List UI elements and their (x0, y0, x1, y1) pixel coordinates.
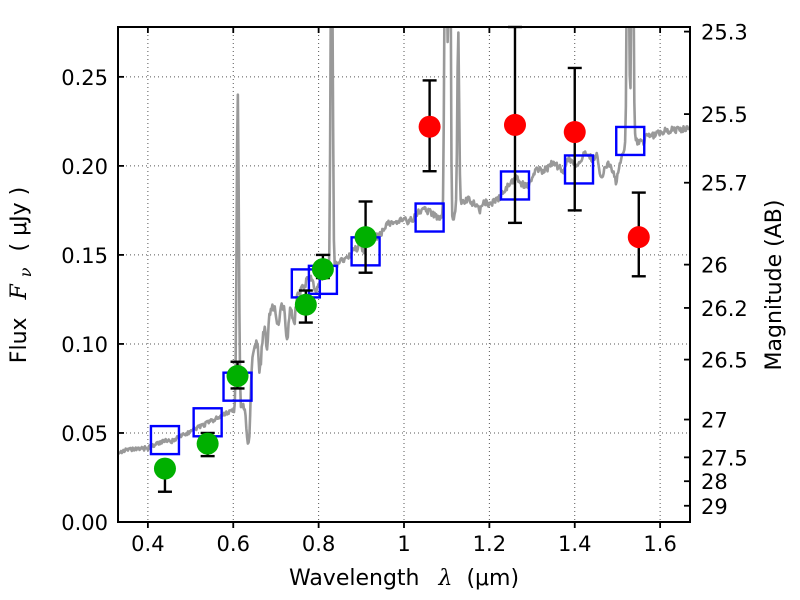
y-axis-title: Flux F ν ( μJy ) (7, 187, 37, 363)
y2-tick-label: 27.5 (701, 446, 748, 470)
observed-circle-marker (311, 258, 334, 281)
model-square-marker (563, 154, 595, 185)
x-tick-label: 1.6 (643, 532, 676, 556)
nir-circle-marker (503, 113, 526, 136)
y2-tick-label: 25.3 (701, 21, 748, 45)
y-axis-title-text: Flux F ν ( μJy ) (7, 187, 37, 363)
model-square-marker (615, 125, 646, 157)
x-axis-title-text: Wavelength λ (μm) (289, 566, 519, 591)
y-tick-label: 0.15 (61, 244, 108, 268)
y-tick-label: 0.00 (61, 511, 108, 535)
nir-circle-marker (627, 226, 650, 249)
y2-tick-label: 27 (701, 409, 728, 433)
gridlines (118, 27, 690, 522)
observed-circle-marker (153, 457, 176, 480)
observed-circle-marker (354, 226, 377, 249)
axis-ticks (118, 27, 690, 528)
y2-tick-label: 26.2 (701, 297, 748, 321)
x-tick-label: 1.2 (473, 532, 506, 556)
y2-axis-title: Magnitude (AB) (762, 200, 787, 371)
x-title-units: (μm) (466, 566, 519, 591)
observed-circle-marker (196, 432, 219, 455)
y-tick-label: 0.05 (61, 422, 108, 446)
spectrum-path (118, 27, 690, 455)
nir-circle-marker (563, 121, 586, 144)
y-axis-tick-labels: 0.00 0.05 0.10 0.15 0.20 0.25 (61, 66, 108, 535)
observed-circle-marker (294, 293, 317, 316)
y-tick-label: 0.25 (61, 66, 108, 90)
x-tick-label: 0.8 (302, 532, 335, 556)
x-tick-label: 0.6 (217, 532, 250, 556)
x-tick-label: 1.4 (558, 532, 591, 556)
x-title-word: Wavelength (289, 566, 420, 591)
nir-photometry-markers (418, 25, 650, 278)
x-title-lambda: λ (437, 566, 452, 591)
x-tick-label: 1 (397, 532, 410, 556)
y2-tick-label: 26 (701, 254, 728, 278)
y2-tick-label: 29 (701, 495, 728, 519)
y2-tick-label: 26.5 (701, 349, 748, 373)
y-tick-label: 0.20 (61, 155, 108, 179)
y2-tick-label: 25.7 (701, 172, 748, 196)
observed-circle-marker (226, 364, 249, 387)
y-title-flux: Flux (7, 317, 32, 363)
x-tick-label: 0.4 (131, 532, 164, 556)
x-axis-tick-labels: 0.4 0.6 0.8 1 1.2 1.4 1.6 (131, 532, 677, 556)
y2-axis-title-text: Magnitude (AB) (762, 200, 787, 371)
y-title-nu: ν (16, 267, 35, 277)
y-title-units: ( μJy ) (7, 187, 32, 252)
model-square-marker (414, 202, 445, 233)
model-square-marker (149, 424, 181, 456)
y2-tick-label: 28 (701, 470, 728, 494)
observed-photometry-markers (153, 200, 377, 493)
y-title-F: F (7, 283, 32, 300)
model-spectrum-curve (118, 27, 690, 455)
nir-circle-marker (418, 115, 441, 138)
y2-tick-label: 25.5 (701, 103, 748, 127)
x-axis-title: Wavelength λ (μm) (289, 566, 519, 591)
y-tick-label: 0.10 (61, 333, 108, 357)
